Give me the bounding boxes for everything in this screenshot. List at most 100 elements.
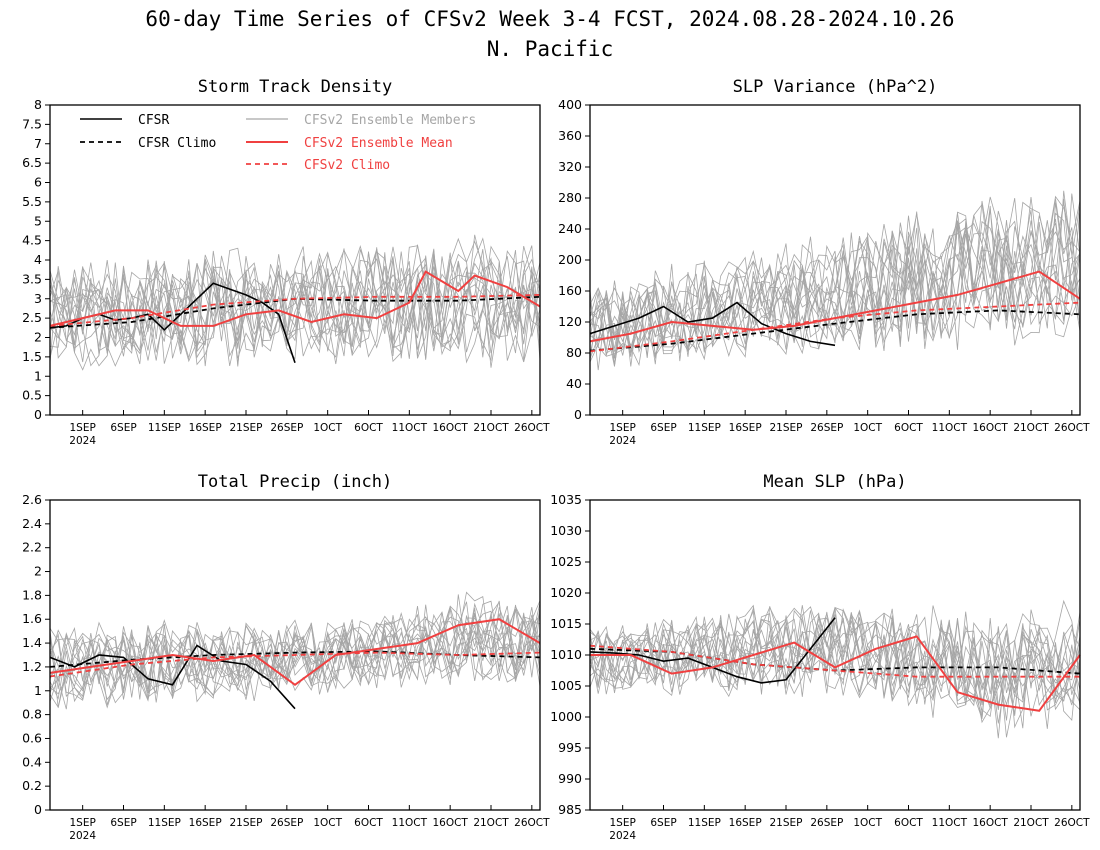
y-tick-label: 5 (34, 213, 42, 228)
y-tick-label: 2.4 (22, 516, 42, 531)
y-tick-label: 0.8 (22, 707, 42, 722)
ensemble-member-line (589, 619, 1081, 696)
ensemble-member-line (589, 198, 1081, 367)
y-tick-label: 1005 (550, 678, 582, 693)
ensemble-member-line (49, 249, 541, 363)
x-year-label: 2024 (69, 435, 96, 447)
ensemble-member-line (49, 607, 541, 710)
x-tick-label: 16SEP (729, 422, 762, 434)
y-tick-label: 7.5 (22, 116, 42, 131)
y-tick-label: 1.5 (22, 349, 42, 364)
x-tick-label: 16OCT (972, 817, 1008, 829)
x-tick-label: 21SEP (230, 817, 263, 829)
y-tick-label: 200 (558, 252, 582, 267)
legend-label-cfsr_climo: CFSR Climo (138, 136, 216, 151)
ensemble-member-line (589, 599, 1081, 739)
y-tick-label: 0.4 (22, 754, 42, 769)
y-tick-label: 4.5 (22, 233, 42, 248)
x-tick-label: 26SEP (270, 817, 303, 829)
y-tick-label: 1.8 (22, 587, 42, 602)
chart-panel-4: Mean SLP (hPa) 985 990 995 1000 1005 1010 1015 1… (550, 472, 1090, 842)
x-tick-label: 21OCT (1013, 817, 1049, 829)
ensemble-member-line (589, 226, 1081, 371)
y-tick-label: 2.5 (22, 310, 42, 325)
y-tick-label: 5.5 (22, 194, 42, 209)
ensemble-member-line (589, 222, 1081, 357)
y-tick-label: 320 (558, 159, 582, 174)
y-tick-label: 995 (558, 740, 582, 755)
y-tick-label: 2.6 (22, 492, 42, 507)
series-line-dashed-red (49, 294, 541, 327)
y-tick-label: 280 (558, 190, 582, 205)
x-tick-label: 16OCT (972, 422, 1008, 434)
ensemble-member-line (589, 195, 1081, 361)
series-line-solid-red (49, 270, 541, 327)
y-tick-label: 1030 (550, 523, 582, 538)
ensemble-members (49, 591, 541, 710)
x-tick-label: 16SEP (729, 817, 762, 829)
x-tick-label: 16SEP (189, 817, 222, 829)
y-tick-label: 3 (34, 291, 42, 306)
x-tick-label: 11OCT (392, 422, 428, 434)
ensemble-member-line (589, 605, 1081, 707)
x-tick-label: 11OCT (392, 817, 428, 829)
y-tick-label: 3.5 (22, 271, 42, 286)
series-line-solid-red (49, 618, 541, 687)
panel-title: Mean SLP (hPa) (763, 472, 906, 492)
ensemble-member-line (49, 607, 541, 700)
series-line-dashed-black (49, 650, 541, 668)
y-tick-label: 1010 (550, 647, 582, 662)
legend-label-cfsv2_climo: CFSv2 Climo (304, 158, 390, 173)
y-tick-label: 0 (574, 407, 582, 422)
ensemble-member-line (49, 609, 541, 704)
x-tick-label: 6OCT (894, 422, 923, 434)
ensemble-member-line (49, 237, 541, 359)
x-tick-label: 1OCT (853, 422, 882, 434)
x-tick-label: 26OCT (514, 817, 550, 829)
x-tick-label: 26OCT (1054, 422, 1090, 434)
x-tick-label: 26SEP (270, 422, 303, 434)
x-tick-label: 1SEP (610, 817, 636, 829)
x-tick-label: 1SEP (70, 422, 96, 434)
y-tick-label: 1025 (550, 554, 582, 569)
x-tick-label: 16SEP (189, 422, 222, 434)
main-title: 60-day Time Series of CFSv2 Week 3-4 FCS… (145, 7, 954, 31)
x-tick-label: 21SEP (770, 422, 803, 434)
x-tick-label: 11SEP (688, 422, 721, 434)
y-tick-label: 0.5 (22, 388, 42, 403)
y-tick-label: 990 (558, 771, 582, 786)
x-tick-label: 1OCT (313, 422, 342, 434)
legend-label-mean: CFSv2 Ensemble Mean (304, 136, 453, 151)
x-tick-label: 16OCT (432, 422, 468, 434)
y-tick-label: 120 (558, 314, 582, 329)
x-tick-label: 6OCT (354, 817, 383, 829)
x-year-label: 2024 (69, 830, 96, 842)
x-tick-label: 16OCT (432, 817, 468, 829)
y-tick-label: 8 (34, 97, 42, 112)
x-tick-label: 6SEP (110, 817, 136, 829)
legend-label-members: CFSv2 Ensemble Members (304, 113, 476, 128)
x-year-label: 2024 (609, 830, 636, 842)
y-tick-label: 985 (558, 802, 582, 817)
x-tick-label: 21OCT (473, 422, 509, 434)
y-tick-label: 240 (558, 221, 582, 236)
panel-title: SLP Variance (hPa^2) (733, 77, 938, 97)
main-subtitle: N. Pacific (487, 37, 613, 61)
y-tick-label: 7 (34, 136, 42, 151)
ensemble-member-line (49, 244, 541, 367)
legend: CFSR CFSR Climo CFSv2 Ensemble Members CFSv… (80, 113, 476, 173)
x-tick-label: 11OCT (932, 817, 968, 829)
series-line-dashed-red (589, 644, 1080, 678)
y-tick-label: 0 (34, 407, 42, 422)
x-tick-label: 6OCT (354, 422, 383, 434)
legend-label-cfsr: CFSR (138, 113, 169, 128)
x-tick-label: 26SEP (810, 422, 843, 434)
x-tick-label: 1SEP (70, 817, 96, 829)
ensemble-member-line (49, 254, 541, 360)
y-tick-label: 1 (34, 368, 42, 383)
ensemble-member-line (589, 604, 1081, 717)
x-tick-label: 6SEP (650, 817, 676, 829)
y-tick-label: 1020 (550, 585, 582, 600)
chart-panel-3: Total Precip (inch) 0 0.2 0.4 0.6 0.8 1 1.2 1.4 1… (22, 472, 550, 842)
